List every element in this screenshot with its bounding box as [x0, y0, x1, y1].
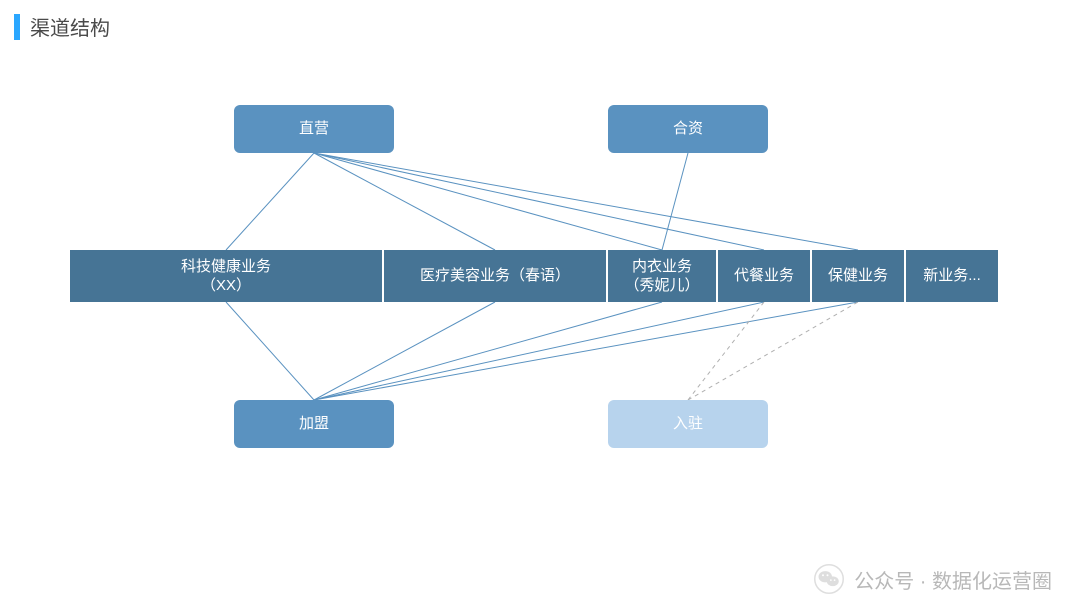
- node-under: 内衣业务（秀妮儿）: [608, 250, 716, 302]
- node-settle: 入驻: [608, 400, 768, 448]
- node-franchise: 加盟: [234, 400, 394, 448]
- node-direct: 直营: [234, 105, 394, 153]
- node-layer: 直营 合资科技健康业务（XX）医疗美容业务（春语）内衣业务（秀妮儿）代餐业务保健业…: [0, 0, 1080, 608]
- footer: 公众号 · 数据化运营圈: [814, 564, 1052, 594]
- node-jv: 合资: [608, 105, 768, 153]
- node-med: 医疗美容业务（春语）: [384, 250, 606, 302]
- node-meal: 代餐业务: [718, 250, 810, 302]
- node-tech: 科技健康业务（XX）: [70, 250, 382, 302]
- wechat-icon: [814, 564, 844, 594]
- node-health: 保健业务: [812, 250, 904, 302]
- footer-text: 公众号 · 数据化运营圈: [854, 565, 1052, 594]
- node-new: 新业务...: [906, 250, 998, 302]
